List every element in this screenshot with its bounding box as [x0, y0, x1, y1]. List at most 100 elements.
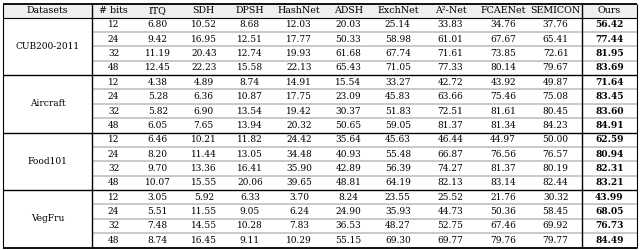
Text: 72.61: 72.61 [543, 49, 568, 58]
Text: HashNet: HashNet [278, 6, 321, 15]
Text: 69.92: 69.92 [543, 222, 568, 230]
Text: 69.77: 69.77 [438, 236, 463, 245]
Text: 19.42: 19.42 [286, 106, 312, 116]
Text: 33.27: 33.27 [385, 78, 411, 87]
Text: 63.66: 63.66 [438, 92, 463, 101]
Text: 5.92: 5.92 [194, 193, 214, 202]
Text: 20.03: 20.03 [336, 20, 362, 29]
Bar [3, 61, 637, 75]
Text: 12.74: 12.74 [237, 49, 262, 58]
Bar [3, 132, 637, 147]
Text: 14.55: 14.55 [191, 222, 217, 230]
Bar [3, 233, 637, 248]
Text: 82.31: 82.31 [595, 164, 624, 173]
Text: 32: 32 [108, 164, 119, 173]
Text: 67.46: 67.46 [490, 222, 516, 230]
Text: 75.46: 75.46 [490, 92, 516, 101]
Text: 35.93: 35.93 [385, 207, 411, 216]
Text: 12: 12 [108, 78, 119, 87]
Text: 20.32: 20.32 [287, 121, 312, 130]
Text: 8.24: 8.24 [339, 193, 358, 202]
Text: ADSH: ADSH [334, 6, 363, 15]
Text: 7.48: 7.48 [148, 222, 168, 230]
Text: 10.87: 10.87 [237, 92, 263, 101]
Text: 24: 24 [108, 207, 119, 216]
Bar [3, 104, 637, 118]
Text: 10.28: 10.28 [237, 222, 262, 230]
Text: 71.64: 71.64 [595, 78, 623, 87]
Text: 83.45: 83.45 [595, 92, 623, 101]
Text: 37.76: 37.76 [543, 20, 568, 29]
Text: 6.80: 6.80 [148, 20, 168, 29]
Text: 9.70: 9.70 [148, 164, 168, 173]
Text: 56.42: 56.42 [595, 20, 623, 29]
Text: 71.05: 71.05 [385, 64, 411, 72]
Text: 69.30: 69.30 [385, 236, 411, 245]
Text: 3.70: 3.70 [289, 193, 309, 202]
Text: 15.58: 15.58 [237, 64, 263, 72]
Text: 72.51: 72.51 [438, 106, 463, 116]
Text: 32: 32 [108, 106, 119, 116]
Text: 24: 24 [108, 35, 119, 44]
Text: ITQ: ITQ [149, 6, 166, 15]
Text: 83.14: 83.14 [490, 178, 516, 187]
Text: 64.19: 64.19 [385, 178, 411, 187]
Text: 3.05: 3.05 [148, 193, 168, 202]
Text: 8.68: 8.68 [240, 20, 260, 29]
Text: 51.83: 51.83 [385, 106, 411, 116]
Text: 32: 32 [108, 49, 119, 58]
Text: 25.52: 25.52 [438, 193, 463, 202]
Text: 42.72: 42.72 [438, 78, 463, 87]
Text: 8.74: 8.74 [240, 78, 260, 87]
Bar [3, 18, 637, 32]
Text: VegFru: VegFru [31, 214, 65, 223]
Text: 5.28: 5.28 [148, 92, 168, 101]
Text: 19.93: 19.93 [286, 49, 312, 58]
Text: 73.85: 73.85 [490, 49, 516, 58]
Text: 12: 12 [108, 20, 119, 29]
Text: A²-Net: A²-Net [435, 6, 467, 15]
Text: 44.97: 44.97 [490, 135, 516, 144]
Text: 6.46: 6.46 [148, 135, 168, 144]
Text: 77.44: 77.44 [595, 35, 623, 44]
Text: 20.43: 20.43 [191, 49, 216, 58]
Text: 13.54: 13.54 [237, 106, 263, 116]
Text: 7.65: 7.65 [194, 121, 214, 130]
Text: 75.08: 75.08 [543, 92, 569, 101]
Text: 32: 32 [108, 222, 119, 230]
Text: 10.21: 10.21 [191, 135, 217, 144]
Text: 80.94: 80.94 [595, 150, 623, 159]
Text: 82.13: 82.13 [438, 178, 463, 187]
Text: 4.89: 4.89 [194, 78, 214, 87]
Text: 83.21: 83.21 [595, 178, 624, 187]
Bar [3, 176, 637, 190]
Text: 33.83: 33.83 [438, 20, 463, 29]
Text: 11.82: 11.82 [237, 135, 262, 144]
Text: 22.23: 22.23 [191, 64, 216, 72]
Text: 84.49: 84.49 [595, 236, 623, 245]
Text: 74.27: 74.27 [438, 164, 463, 173]
Bar [3, 147, 637, 161]
Text: DPSH: DPSH [236, 6, 264, 15]
Text: 21.76: 21.76 [490, 193, 516, 202]
Text: ExchNet: ExchNet [377, 6, 419, 15]
Text: 40.93: 40.93 [335, 150, 362, 159]
Text: 48: 48 [108, 178, 119, 187]
Text: 50.36: 50.36 [490, 207, 516, 216]
Text: 22.13: 22.13 [287, 64, 312, 72]
Text: 36.53: 36.53 [335, 222, 362, 230]
Text: 13.94: 13.94 [237, 121, 262, 130]
Text: 83.69: 83.69 [595, 64, 624, 72]
Text: 14.91: 14.91 [286, 78, 312, 87]
Text: 84.23: 84.23 [543, 121, 568, 130]
Text: 44.73: 44.73 [438, 207, 463, 216]
Text: 48: 48 [108, 236, 119, 245]
Text: 39.65: 39.65 [286, 178, 312, 187]
Text: 79.76: 79.76 [490, 236, 516, 245]
Text: 20.06: 20.06 [237, 178, 262, 187]
Text: 80.14: 80.14 [490, 64, 516, 72]
Text: 81.95: 81.95 [595, 49, 624, 58]
Text: 52.75: 52.75 [438, 222, 463, 230]
Bar [3, 32, 637, 46]
Text: 16.41: 16.41 [237, 164, 263, 173]
